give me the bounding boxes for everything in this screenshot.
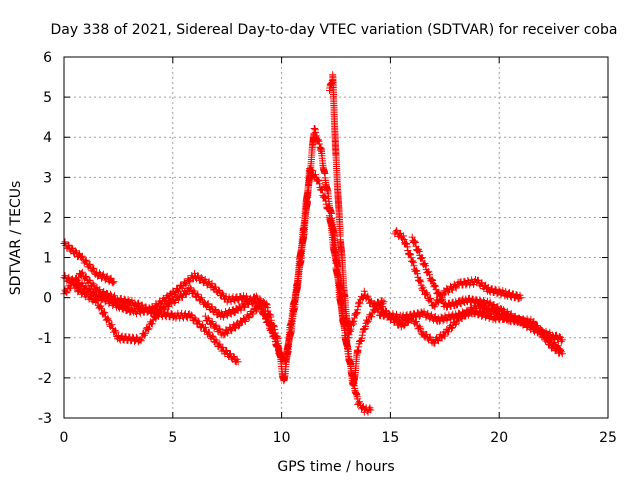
x-tick-label: 20 bbox=[490, 430, 508, 446]
series-track-9 bbox=[376, 306, 566, 357]
series-layer bbox=[61, 71, 566, 416]
x-tick-label: 5 bbox=[168, 430, 177, 446]
y-axis-label: SDTVAR / TECUs bbox=[8, 181, 24, 296]
y-tick-label: 6 bbox=[43, 50, 52, 66]
y-tick-label: 5 bbox=[43, 90, 52, 106]
x-tick-label: 25 bbox=[599, 430, 617, 446]
series-track-3 bbox=[61, 125, 375, 416]
y-tick-label: -1 bbox=[38, 331, 52, 347]
chart-title: Day 338 of 2021, Sidereal Day-to-day VTE… bbox=[51, 22, 618, 38]
x-tick-label: 15 bbox=[381, 430, 399, 446]
series-markers bbox=[376, 306, 566, 357]
series-markers bbox=[61, 125, 375, 416]
y-tick-label: 0 bbox=[43, 291, 52, 307]
y-tick-label: -2 bbox=[38, 371, 52, 387]
y-tick-label: 2 bbox=[43, 210, 52, 226]
series-track-2 bbox=[61, 165, 564, 389]
y-tick-label: 4 bbox=[43, 130, 52, 146]
x-tick-label: 10 bbox=[273, 430, 291, 446]
y-tick-label: 1 bbox=[43, 251, 52, 267]
x-axis-label: GPS time / hours bbox=[277, 459, 394, 475]
y-tick-label: 3 bbox=[43, 170, 52, 186]
x-tick-label: 0 bbox=[60, 430, 69, 446]
chart-svg: Day 338 of 2021, Sidereal Day-to-day VTE… bbox=[0, 0, 640, 480]
axis-ticks: 0 5 10 15 20 25 -3 -2 -1 0 1 2 3 4 5 6 bbox=[38, 50, 617, 446]
y-tick-label: -3 bbox=[38, 411, 52, 427]
series-markers bbox=[61, 165, 564, 389]
